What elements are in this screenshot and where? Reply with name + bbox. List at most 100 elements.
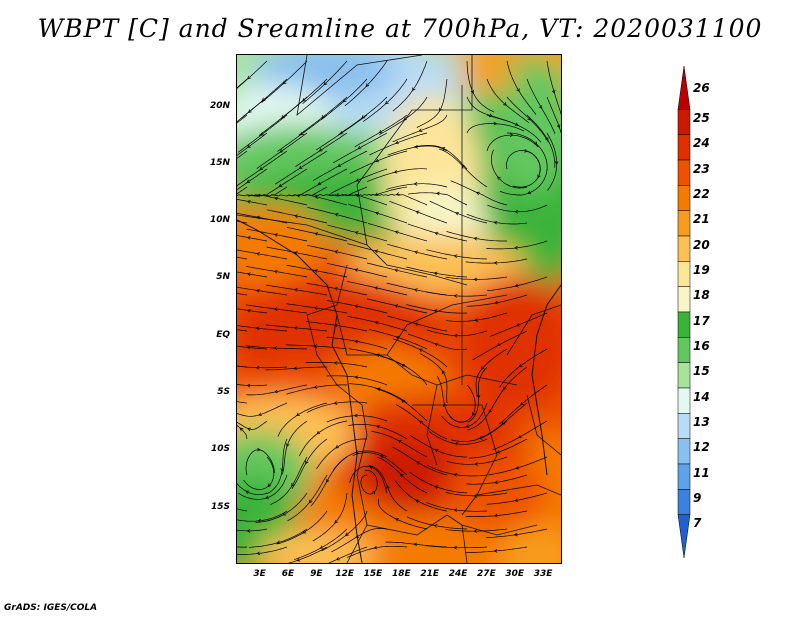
streamline-arrow — [386, 485, 390, 489]
streamline — [506, 150, 541, 175]
streamline — [486, 78, 530, 124]
streamline — [265, 324, 328, 332]
streamline-arrow — [259, 166, 264, 171]
streamline-arrow — [412, 87, 416, 92]
streamline — [307, 207, 368, 224]
streamline — [387, 145, 448, 156]
streamline-arrow — [374, 286, 378, 290]
streamline — [348, 203, 408, 224]
streamline — [392, 446, 448, 476]
streamline — [237, 325, 288, 332]
streamline-arrow — [258, 412, 262, 417]
streamline — [237, 150, 288, 187]
streamline-arrow — [515, 122, 519, 127]
streamline-arrow — [314, 195, 319, 199]
streamline-arrow — [374, 320, 379, 325]
streamline-arrow — [489, 113, 493, 118]
colorbar-swatch — [677, 413, 691, 439]
streamline-arrow — [509, 133, 514, 138]
streamline — [362, 78, 408, 122]
streamline — [368, 465, 408, 512]
streamline — [237, 256, 248, 260]
streamline-arrow — [473, 529, 478, 534]
streamline — [328, 546, 368, 563]
streamline — [237, 114, 248, 124]
streamline-arrow — [474, 318, 479, 322]
streamline-arrow — [313, 385, 318, 389]
streamline-arrow — [305, 460, 309, 465]
lon-label: 33E — [533, 569, 553, 579]
footer-credit: GrADS: IGES/COLA — [4, 603, 98, 613]
streamline-arrow — [375, 158, 380, 163]
streamline-arrow — [239, 427, 244, 432]
streamline-arrow — [294, 214, 298, 218]
streamline — [392, 114, 448, 143]
streamline — [326, 415, 388, 423]
streamline — [492, 420, 548, 451]
streamline-arrow — [256, 193, 261, 198]
streamline — [445, 492, 508, 497]
streamline-arrow — [371, 490, 376, 495]
streamline-arrow — [516, 88, 520, 93]
streamline-arrow — [478, 435, 483, 440]
streamline-arrow — [273, 307, 278, 311]
colorbar-level-label: 11 — [693, 465, 710, 480]
lat-label: 15N — [209, 157, 230, 168]
streamline — [237, 212, 288, 224]
streamline — [237, 198, 268, 206]
streamline-arrow — [503, 102, 507, 106]
streamline-arrow — [345, 532, 349, 537]
streamline-arrow — [255, 288, 260, 293]
streamline-arrow — [416, 461, 421, 465]
streamline — [237, 401, 248, 404]
streamline — [488, 456, 548, 476]
streamline-arrow — [400, 399, 405, 403]
streamline — [292, 168, 348, 197]
streamline — [237, 329, 248, 332]
streamline — [467, 366, 488, 423]
streamline-arrow — [246, 236, 251, 240]
streamline — [237, 186, 248, 195]
wbpt-streamline-map — [237, 55, 561, 563]
streamline-arrow — [354, 450, 359, 454]
streamline — [487, 204, 548, 213]
streamline — [426, 329, 488, 337]
streamline — [321, 510, 368, 552]
streamline — [486, 492, 548, 505]
streamline — [392, 338, 448, 368]
lat-label: 20N — [209, 100, 230, 111]
streamline-arrow — [314, 232, 319, 236]
streamline-arrow — [286, 443, 290, 448]
streamline — [274, 150, 328, 185]
streamline — [328, 194, 388, 206]
streamline-arrow — [413, 288, 418, 292]
streamline — [429, 200, 488, 224]
streamline-arrow — [247, 75, 251, 80]
streamline — [450, 180, 508, 206]
streamline — [436, 376, 468, 423]
streamline — [389, 200, 448, 224]
colorbar-swatch — [677, 463, 691, 490]
streamline — [266, 284, 328, 296]
streamline — [237, 420, 268, 430]
streamline — [282, 420, 308, 475]
streamline — [287, 474, 328, 522]
streamline — [367, 168, 428, 182]
colorbar-level-label: 22 — [693, 187, 710, 201]
streamline-arrow — [514, 498, 519, 503]
streamline — [374, 354, 428, 386]
streamline-arrow — [319, 545, 324, 549]
streamline — [491, 149, 528, 189]
streamline — [245, 304, 308, 314]
streamline — [499, 348, 548, 388]
country-borders — [237, 55, 561, 563]
streamline — [465, 258, 528, 264]
streamline — [255, 492, 308, 523]
streamline — [428, 431, 488, 445]
streamline — [349, 383, 408, 404]
lat-label: 5S — [217, 387, 230, 398]
lon-label: 6E — [281, 569, 295, 579]
colorbar-level-label: 7 — [693, 516, 702, 531]
streamline — [237, 293, 248, 296]
colorbar — [677, 65, 691, 559]
